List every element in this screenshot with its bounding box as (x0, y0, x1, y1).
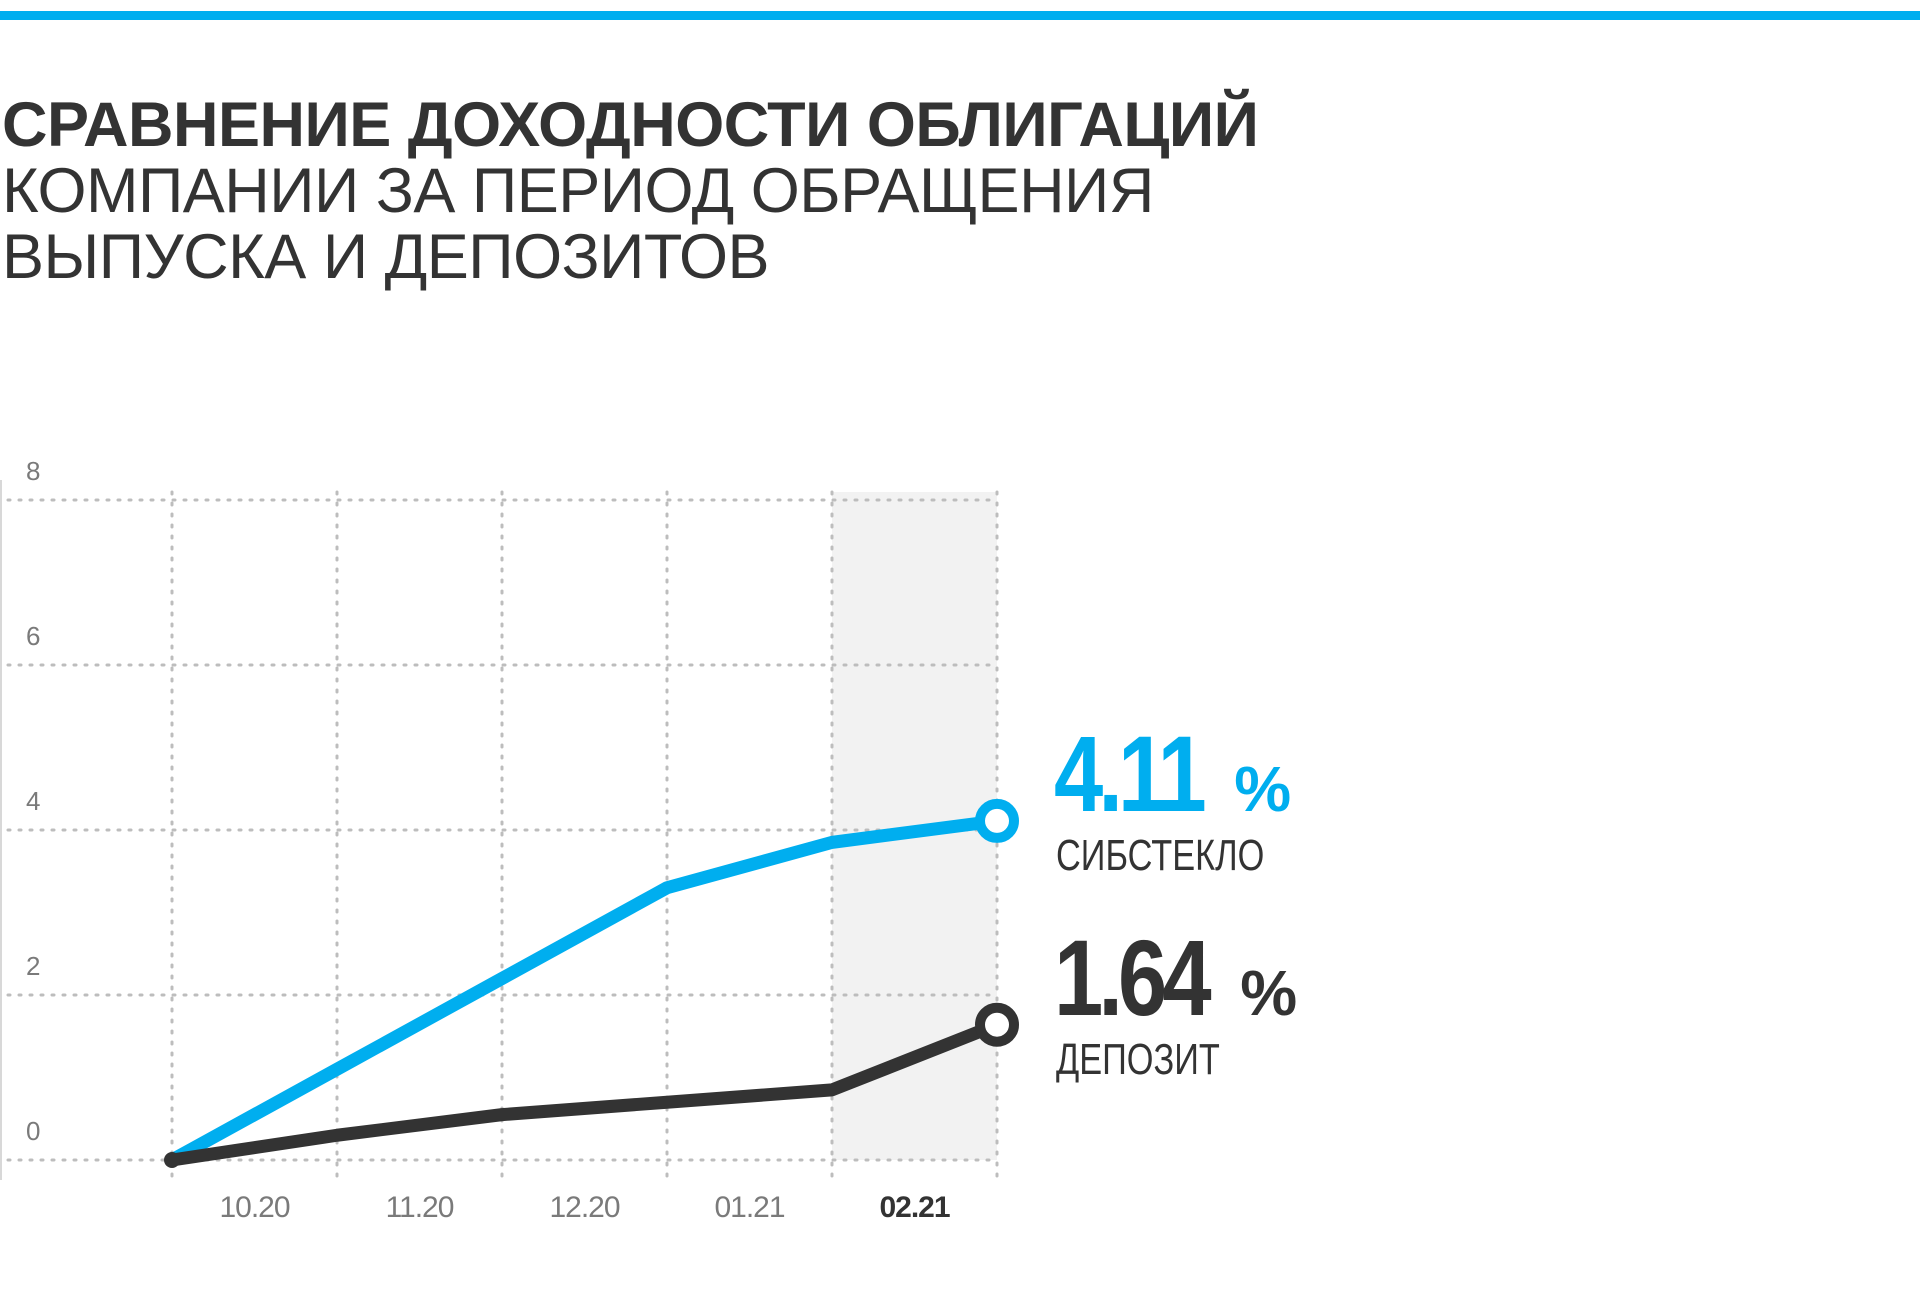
title-line-3: ВЫПУСКА И ДЕПОЗИТОВ (2, 222, 770, 292)
sibsteklo-label: СИБСТЕКЛО (1056, 830, 1265, 880)
series-points (164, 798, 1019, 1168)
series-lines (165, 814, 1004, 1167)
sibsteklo-value: 4.11% (1054, 711, 1291, 836)
series-line-1 (165, 1018, 1004, 1167)
x-tick-label: 11.20 (386, 1191, 454, 1224)
series-end-marker-0 (975, 798, 1019, 843)
title-line-2: КОМПАНИИ ЗА ПЕРИОД ОБРАЩЕНИЯ (2, 156, 1154, 226)
sibsteklo-value-unit: % (1234, 752, 1292, 825)
deposit-value-number: 1.64 (1054, 916, 1212, 1038)
x-tick-label: 02.21 (879, 1191, 949, 1224)
x-tick-label: 12.20 (549, 1191, 619, 1224)
y-tick-label: 8 (26, 456, 40, 486)
sibsteklo-value-number: 4.11 (1054, 712, 1207, 834)
x-tick-label: 10.20 (219, 1191, 289, 1224)
title-line-1: СРАВНЕНИЕ ДОХОДНОСТИ ОБЛИГАЦИЙ (2, 90, 1259, 160)
y-tick-label: 6 (26, 621, 40, 651)
series-start-marker (164, 1152, 180, 1168)
x-axis-ticks: 10.20 11.20 12.20 01.21 02.21 (219, 1191, 950, 1224)
deposit-value-unit: % (1240, 956, 1298, 1029)
x-tick-label: 01.21 (714, 1191, 784, 1224)
chart-title: СРАВНЕНИЕ ДОХОДНОСТИ ОБЛИГАЦИЙ КОМПАНИИ … (2, 90, 1259, 292)
y-tick-label: 4 (26, 786, 40, 816)
series-end-marker-1 (975, 1002, 1019, 1047)
y-tick-label: 2 (26, 951, 40, 981)
deposit-label: ДЕПОЗИТ (1056, 1034, 1220, 1084)
y-axis-ticks: 8 6 4 2 0 (26, 456, 40, 1146)
deposit-value: 1.64 % (1054, 915, 1297, 1040)
y-tick-label: 0 (26, 1116, 40, 1146)
top-accent-bar (0, 11, 1920, 20)
series-line-0 (165, 814, 1004, 1167)
